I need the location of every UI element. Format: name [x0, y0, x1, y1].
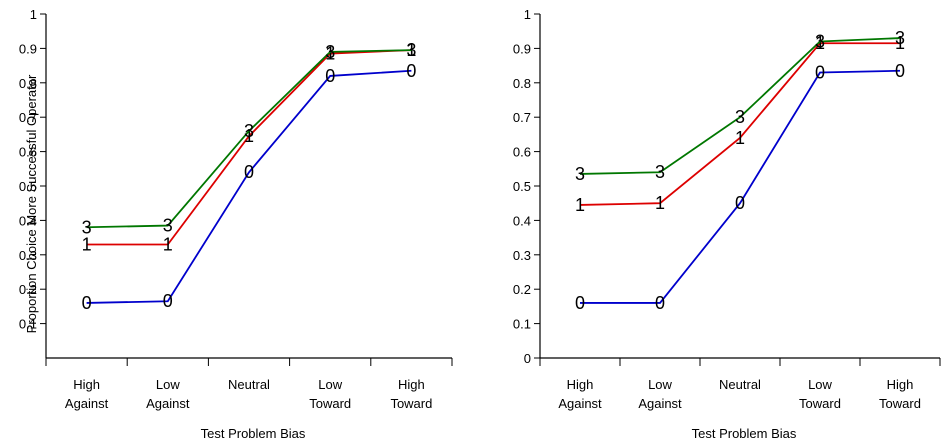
series-point-1: 1 — [815, 33, 825, 53]
y-tick-label: 0.5 — [19, 179, 37, 194]
y-tick-label: 0.5 — [513, 179, 531, 194]
series-point-0: 0 — [735, 193, 745, 213]
series-line-0 — [86, 69, 412, 304]
y-tick-label: 0.6 — [19, 145, 37, 160]
y-tick-label: 0.4 — [19, 213, 37, 228]
series-point-0: 0 — [575, 293, 585, 313]
x-tick-label: High Against — [65, 377, 109, 411]
y-tick-label: 0.7 — [513, 110, 531, 125]
series-point-0: 0 — [163, 291, 173, 311]
series-point-1: 1 — [575, 195, 585, 215]
x-axis-title: Test Problem Bias — [692, 426, 797, 441]
series-line-1 — [579, 42, 900, 206]
series-point-1: 1 — [163, 234, 173, 254]
x-tick-label: Neutral — [719, 377, 761, 392]
x-tick-label-line: High — [887, 377, 914, 392]
x-tick-label: High Toward — [879, 377, 921, 411]
x-tick-label-line: Low — [808, 377, 832, 392]
x-tick-label-line: Toward — [879, 396, 921, 411]
x-tick-label: Low Toward — [799, 377, 841, 411]
x-tick-label-line: Neutral — [719, 377, 761, 392]
x-tick-label: Low Against — [146, 377, 190, 411]
x-tick-label-line: Against — [146, 396, 190, 411]
y-tick-label: 0.7 — [19, 110, 37, 125]
y-tick-label: 0.8 — [19, 76, 37, 91]
y-tick-label: 0.4 — [513, 213, 531, 228]
y-tick-label: 1 — [30, 7, 37, 22]
x-tick-label-line: Against — [65, 396, 109, 411]
x-tick-label-line: Low — [318, 377, 342, 392]
series-point-1: 1 — [244, 126, 254, 146]
x-tick-label-line: Neutral — [228, 377, 270, 392]
y-tick-label: 0.3 — [513, 248, 531, 263]
series-point-3: 3 — [244, 121, 254, 141]
series-point-3: 3 — [325, 42, 335, 62]
x-tick-label-line: Toward — [309, 396, 351, 411]
x-tick-label: Low Toward — [309, 377, 351, 411]
x-tick-label-line: Toward — [390, 396, 432, 411]
x-axis-title: Test Problem Bias — [201, 426, 306, 441]
x-tick-label: High Against — [558, 377, 602, 411]
series-point-3: 3 — [575, 164, 585, 184]
x-tick-label-line: Toward — [799, 396, 841, 411]
series-point-3: 3 — [82, 217, 92, 237]
y-tick-label: 0.1 — [513, 317, 531, 332]
y-tick-label: 0.6 — [513, 145, 531, 160]
y-tick-label: 0 — [524, 351, 531, 366]
x-tick-label: High Toward — [390, 377, 432, 411]
series-point-0: 0 — [895, 61, 905, 81]
series-point-3: 3 — [406, 40, 416, 60]
y-axis-title: Proportion Choice More Successful Operat… — [24, 74, 39, 333]
series-point-3: 3 — [815, 32, 825, 52]
x-tick-label-line: Low — [156, 377, 180, 392]
x-tick-label-line: High — [398, 377, 425, 392]
y-tick-label: 0.3 — [19, 248, 37, 263]
series-point-0: 0 — [655, 293, 665, 313]
series-point-3: 3 — [735, 107, 745, 127]
series-point-0: 0 — [244, 162, 254, 182]
y-tick-label: 0.9 — [19, 41, 37, 56]
y-tick-label: 0.8 — [513, 76, 531, 91]
y-tick-label: 0.2 — [19, 282, 37, 297]
x-tick-label-line: Against — [638, 396, 682, 411]
series-point-0: 0 — [815, 62, 825, 82]
x-tick-label-line: Against — [558, 396, 602, 411]
x-tick-label: Low Against — [638, 377, 682, 411]
series-point-1: 1 — [655, 193, 665, 213]
series-point-3: 3 — [655, 162, 665, 182]
x-tick-label-line: High — [73, 377, 100, 392]
series-line-0 — [580, 69, 901, 304]
series-point-1: 1 — [895, 33, 905, 53]
series-point-1: 1 — [82, 234, 92, 254]
series-point-1: 1 — [325, 44, 335, 64]
series-point-0: 0 — [325, 66, 335, 86]
series-point-3: 3 — [895, 28, 905, 48]
series-point-3: 3 — [163, 216, 173, 236]
y-tick-label: 0.2 — [513, 282, 531, 297]
right-chart: 0 0.1 0.2 0.3 0.4 0.5 0.6 0.7 0.8 0.9 1 High Against… — [513, 7, 941, 441]
x-tick-label-line: Low — [648, 377, 672, 392]
series-line-3 — [86, 49, 412, 229]
series-line-1 — [86, 49, 412, 246]
series-point-0: 0 — [82, 293, 92, 313]
y-tick-label: 0.9 — [513, 41, 531, 56]
x-tick-label-line: High — [567, 377, 594, 392]
y-tick-label: 0.1 — [19, 317, 37, 332]
series-line-3 — [579, 37, 901, 175]
x-tick-label: Neutral — [228, 377, 270, 392]
y-tick-label: 1 — [524, 7, 531, 22]
series-point-1: 1 — [735, 128, 745, 148]
series-point-0: 0 — [406, 61, 416, 81]
